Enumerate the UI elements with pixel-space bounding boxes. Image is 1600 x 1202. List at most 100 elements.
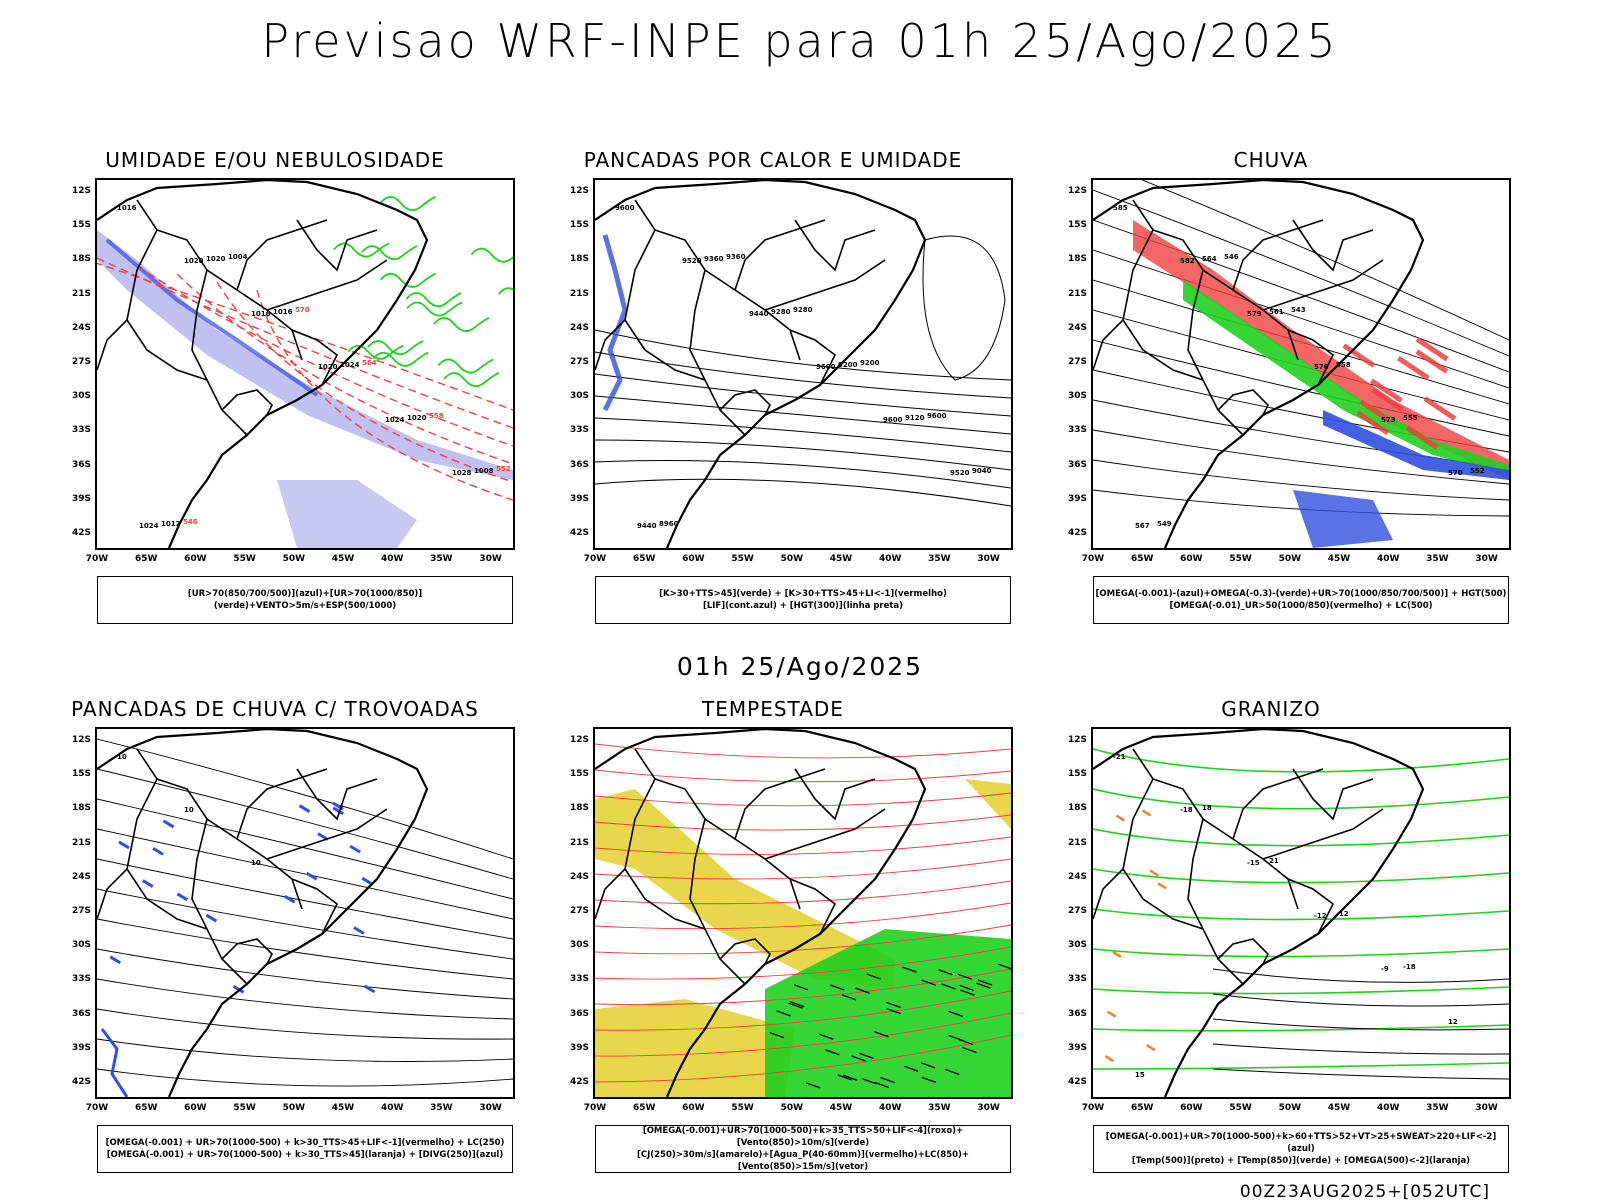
panel-granizo: GRANIZO -21 -18 -15 -12 -9 12 15 18 21 -12 -18 12S… — [1051, 697, 1511, 1177]
wind-vector — [830, 984, 845, 991]
country-border — [789, 329, 837, 386]
latitude-tick-label: 21S — [569, 837, 589, 848]
temp-850-contour — [1093, 948, 1509, 958]
legend-box: [K>30+TTS>45](verde) + [K>30+TTS>45+LI<-… — [595, 576, 1011, 624]
country-border — [689, 818, 746, 985]
country-border — [789, 878, 837, 935]
wind-vector — [998, 963, 1011, 970]
latitude-tick-label: 24S — [71, 871, 91, 882]
legend-line-2: [OMEGA(-0.01)_UR>50(1000/850)(vermelho) … — [1169, 601, 1433, 611]
latitude-tick-label: 24S — [1067, 322, 1087, 333]
wind-vector — [819, 1033, 834, 1040]
thickness-contour — [136, 265, 513, 447]
latitude-tick-label: 27S — [1067, 357, 1087, 367]
latitude-tick-label: 39S — [569, 1042, 589, 1053]
wind-vector — [886, 1007, 901, 1015]
country-border — [634, 199, 801, 361]
country-border — [1232, 768, 1324, 840]
country-border — [1217, 389, 1269, 416]
country-border — [136, 199, 303, 361]
latitude-tick-label: 15S — [569, 220, 589, 231]
latitude-tick-label: 30S — [569, 940, 589, 951]
model-run-label: 00Z23AUG2025+[052UTC] — [1239, 1182, 1490, 1202]
country-border — [1292, 219, 1374, 272]
country-border — [634, 748, 801, 910]
country-border — [126, 778, 208, 930]
wind-vector — [938, 969, 953, 976]
longitude-tick-label: 30W — [479, 554, 502, 564]
legend-line-2: [LIF](cont.azul) + [HGT(300)](linha pret… — [702, 601, 904, 611]
latitude-tick-label: 15S — [1067, 769, 1087, 780]
country-border — [221, 389, 273, 416]
rain-red-band — [1133, 220, 1509, 480]
wind-vector — [958, 1038, 974, 1046]
longitude-tick-label: 30W — [977, 1103, 1000, 1113]
country-border — [1292, 768, 1374, 821]
latitude-tick-label: 27S — [569, 906, 589, 916]
country-border — [1187, 818, 1244, 985]
legend-line-2: [CJ(250)>30m/s](amarelo)+[Agua_P(40-60mm… — [636, 1150, 970, 1172]
contour-label: 9520 — [950, 469, 970, 477]
latitude-tick-label: 30S — [569, 391, 589, 402]
contour-label: -12 — [1336, 910, 1349, 918]
latitude-tick-label: 27S — [71, 906, 91, 916]
legend-line-1: [K>30+TTS>45](verde) + [K>30+TTS>45+LI<-… — [659, 589, 947, 599]
divergence-contour — [305, 871, 318, 881]
country-border — [764, 259, 886, 311]
contour-label: 546 — [183, 518, 198, 526]
panel-pancadas-calor: PANCADAS POR CALOR E UMIDADE 9600 9520 944… — [553, 148, 1013, 628]
longitude-tick-label: 70W — [1081, 554, 1105, 564]
wind-vector — [837, 1074, 853, 1081]
wind-850-area — [765, 929, 1011, 1097]
streamline — [97, 888, 513, 960]
longitude-tick-label: 35W — [928, 1103, 951, 1113]
wind-vector — [945, 1068, 960, 1076]
contour-label: 18 — [1202, 804, 1212, 812]
green-contour — [379, 272, 436, 288]
latitude-tick-label: 24S — [1067, 871, 1087, 882]
streamline-850 — [595, 968, 1011, 1005]
temp-500-contour — [1212, 1018, 1509, 1031]
map-frame: 10 10 10 — [95, 727, 515, 1099]
contour-label: 1016 — [117, 204, 137, 212]
map-plot: -21 -18 -15 -12 -9 12 15 18 21 -12 -18 — [1093, 729, 1509, 1097]
streamline-850 — [595, 858, 1011, 880]
contour-label: -18 — [1403, 963, 1416, 971]
country-border — [1122, 229, 1204, 381]
latitude-tick-label: 36S — [1067, 1008, 1087, 1019]
omega-500-patch — [1112, 950, 1122, 958]
longitude-tick-label: 40W — [380, 1103, 404, 1113]
wind-vector — [962, 1046, 977, 1054]
contour-label: 558 — [429, 412, 444, 420]
temp-850-contour — [1093, 828, 1509, 847]
green-contour — [497, 287, 513, 295]
divergence-contour — [232, 985, 245, 994]
streamline-850 — [595, 1034, 1011, 1083]
omega-500-patch — [1149, 869, 1159, 877]
panel-title: CHUVA — [1233, 148, 1309, 172]
streamline — [97, 1038, 513, 1062]
height-contour — [1093, 459, 1509, 501]
latitude-tick-label: 36S — [71, 1008, 91, 1019]
coastline — [97, 180, 429, 548]
contour-label: 1028 — [452, 469, 472, 477]
contour-label: 9440 — [749, 310, 769, 318]
country-border — [1132, 199, 1299, 361]
wind-vector — [948, 1010, 964, 1017]
panel-title: UMIDADE E/OU NEBULOSIDADE — [105, 148, 445, 172]
height-contour — [595, 417, 1011, 453]
contour-label: 9600 — [816, 363, 836, 371]
green-contour — [379, 196, 436, 211]
latitude-tick-label: 21S — [569, 288, 589, 299]
jet-core-band — [595, 789, 895, 989]
contour-label: 564 — [362, 359, 377, 367]
streamline-850 — [595, 924, 1011, 955]
divergence-contour — [349, 844, 361, 854]
height-contour — [922, 235, 1006, 381]
omega-500-patch — [1157, 882, 1167, 890]
latitude-tick-label: 36S — [569, 459, 589, 470]
legend-box: [OMEGA(-0.001) + UR>70(1000-500) + k>30_… — [97, 1125, 513, 1173]
latitude-tick-label: 21S — [1067, 288, 1087, 299]
green-contour — [333, 242, 390, 258]
longitude-tick-label: 50W — [282, 554, 306, 564]
